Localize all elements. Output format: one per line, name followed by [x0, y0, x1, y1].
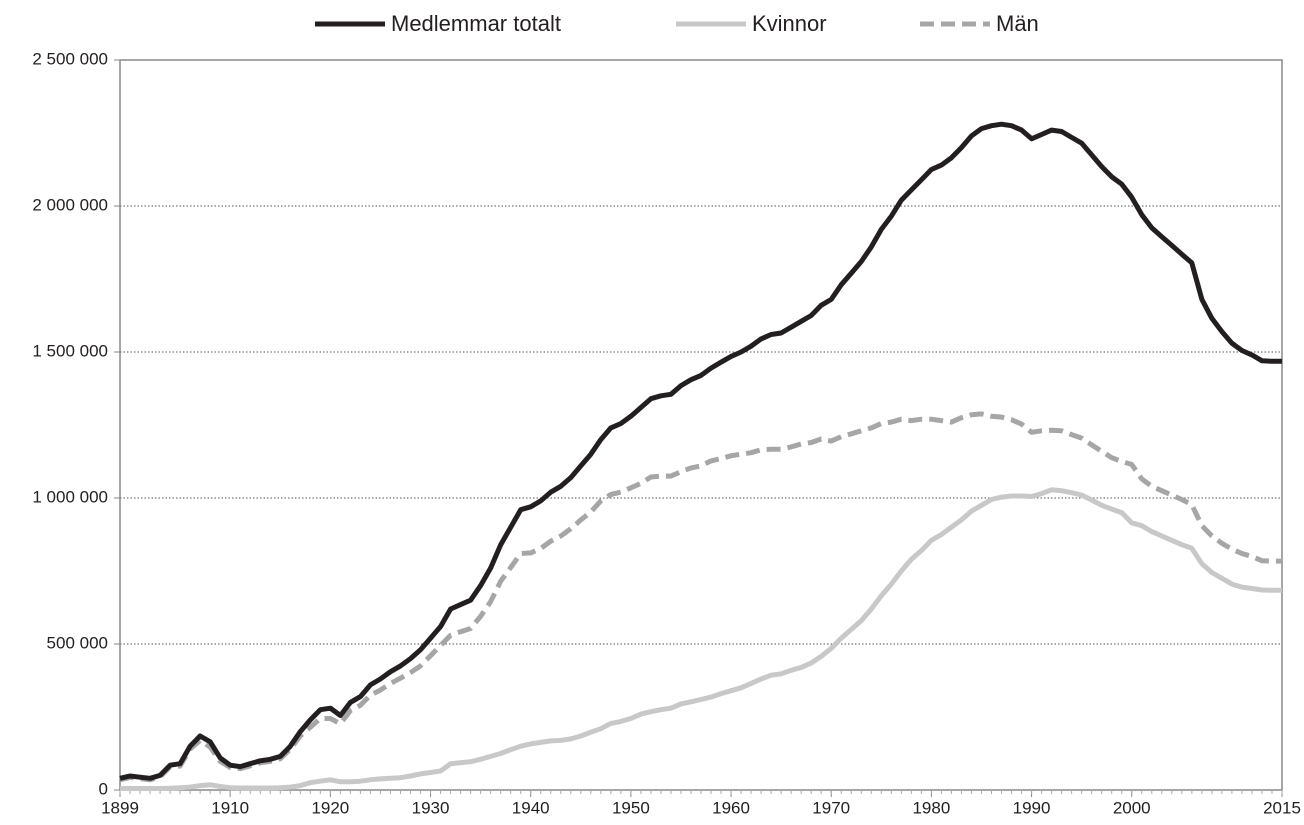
- legend-label: Medlemmar totalt: [391, 11, 561, 36]
- x-tick-label: 1990: [1013, 798, 1051, 817]
- x-tick-label: 1980: [912, 798, 950, 817]
- legend-label: Män: [996, 11, 1039, 36]
- y-tick-label: 1 500 000: [32, 341, 108, 360]
- x-tick-label: 1910: [211, 798, 249, 817]
- x-tick-label: 1899: [101, 798, 139, 817]
- x-tick-label: 1920: [311, 798, 349, 817]
- y-tick-label: 1 000 000: [32, 487, 108, 506]
- series-line: [119, 121, 1282, 781]
- x-tick-label: 2015: [1263, 798, 1301, 817]
- y-tick-label: 2 000 000: [32, 195, 108, 214]
- y-tick-label: 500 000: [47, 633, 108, 652]
- series-line: [119, 411, 1282, 783]
- y-tick-label: 2 500 000: [32, 49, 108, 68]
- x-tick-label: 1960: [712, 798, 750, 817]
- legend-label: Kvinnor: [752, 11, 827, 36]
- x-tick-label: 1950: [612, 798, 650, 817]
- y-tick-label: 0: [99, 779, 108, 798]
- x-tick-label: 1930: [412, 798, 450, 817]
- x-tick-label: 1940: [512, 798, 550, 817]
- x-tick-label: 1970: [812, 798, 850, 817]
- x-tick-label: 2000: [1113, 798, 1151, 817]
- series-line: [120, 487, 1282, 791]
